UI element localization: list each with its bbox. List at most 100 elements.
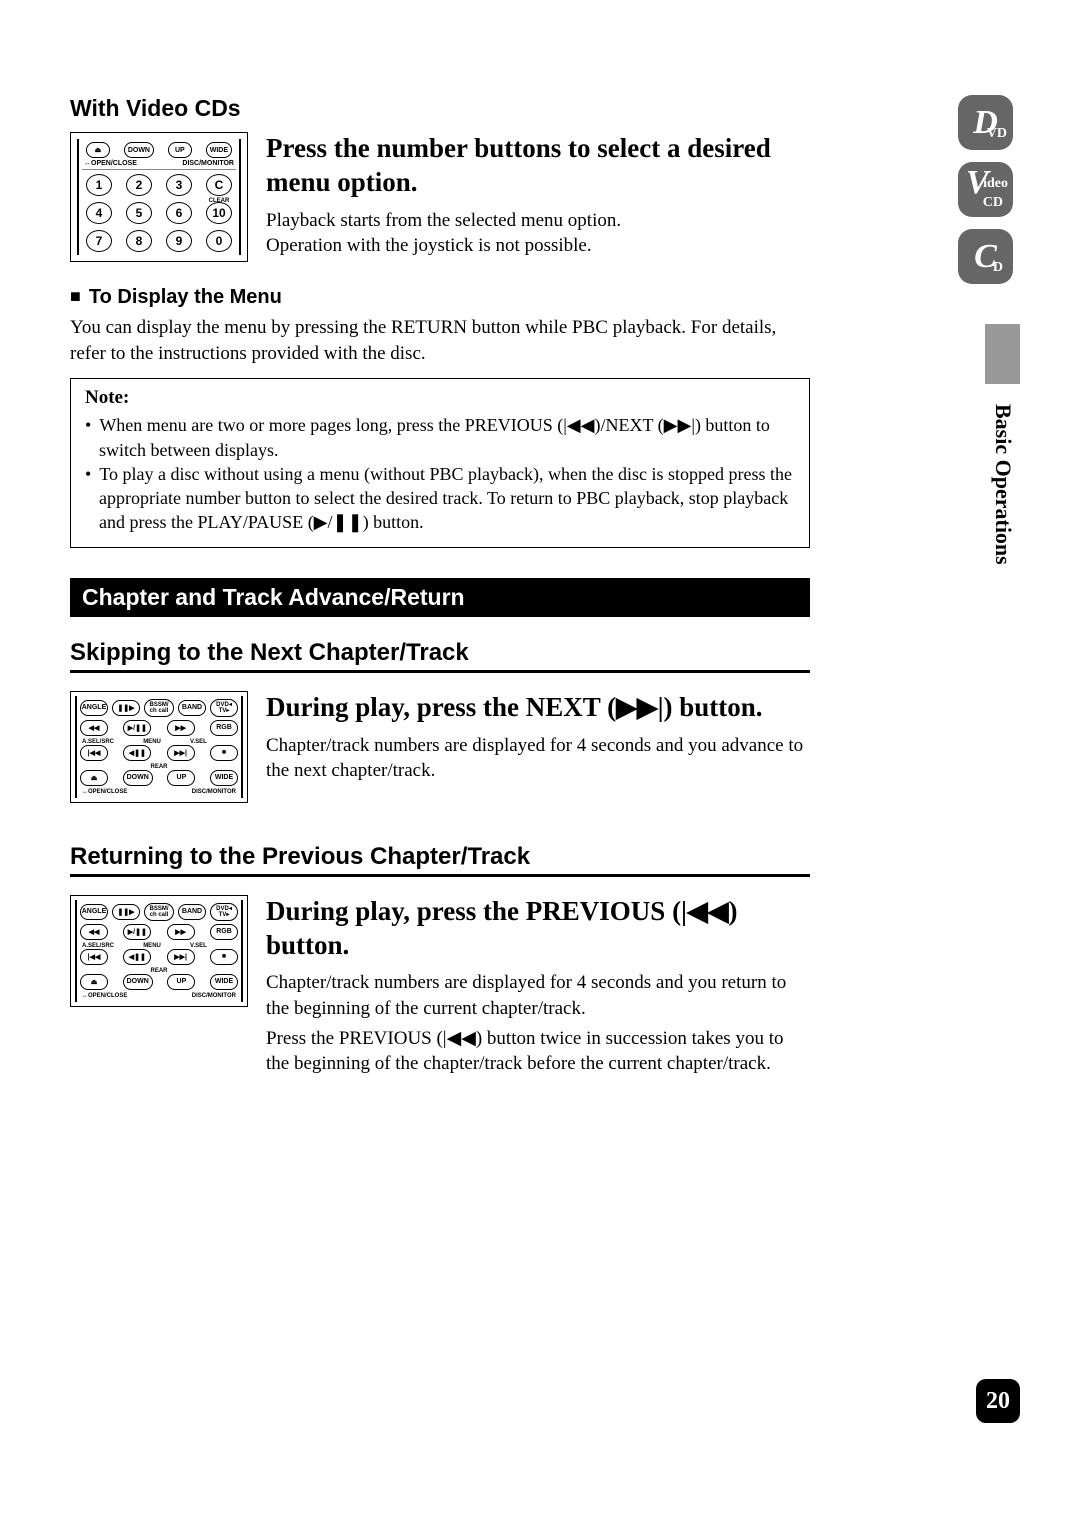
vertical-section-label: Basic Operations [990,404,1016,565]
body-text: Operation with the joystick is not possi… [266,233,810,259]
rgb-btn: RGB [210,924,238,940]
down-btn: DOWN [123,770,153,786]
label: MENU [143,943,161,949]
remote-inner: ANGLE ❚❚▶ BSSM/ ch call BAND DVD◂ TV▸ ◀◀… [75,696,243,798]
band-btn: BAND [178,700,206,716]
sub-body: You can display the menu by pressing the… [70,315,810,366]
remote-row2: ◀◀ ▶/❚❚ ▶▶ RGB [80,924,238,940]
gray-tab [985,324,1020,384]
sidebar: D VD V ideo CD C D Basic Operations [958,95,1020,565]
label: A.SEL/SRC [82,943,114,949]
label: V.SEL [190,943,207,949]
remote-top-buttons: ⏏ DOWN UP WIDE [82,142,236,158]
next-btn: ▶▶| [167,745,195,761]
body-text: Chapter/track numbers are displayed for … [266,733,810,784]
remote-inner: ANGLE ❚❚▶ BSSM/ ch call BAND DVD◂ TV▸ ◀◀… [75,900,243,1002]
play-pause-btn: ▶/❚❚ [123,720,151,736]
wide-btn: WIDE [210,770,238,786]
remote-row4: ⏏ DOWN UP WIDE [80,974,238,990]
note-title: Note: [85,387,795,409]
section-skip-next: Skipping to the Next Chapter/Track ANGLE… [70,639,810,803]
icon-sub2: CD [983,195,1003,211]
body-text: Playback starts from the selected menu o… [266,208,810,234]
main-heading: Press the number buttons to select a des… [266,132,810,200]
ff-btn: ▶▶ [167,720,195,736]
label: ↔OPEN/CLOSE [82,993,127,999]
num-btn-0: 0 [206,230,232,252]
note-item: When menu are two or more pages long, pr… [99,413,795,462]
pause-play-btn: ❚❚▶ [112,700,140,716]
prev-btn: |◀◀ [80,949,108,965]
num-btn-10: 10 [206,202,232,224]
remote-row1: ANGLE ❚❚▶ BSSM/ ch call BAND DVD◂ TV▸ [80,699,238,717]
cd-icon: C D [958,229,1013,284]
video-cd-icon: V ideo CD [958,162,1013,217]
label: DISC/MONITOR [192,993,236,999]
dvd-tv-btn: DVD◂ TV▸ [210,903,238,921]
rgb-btn: RGB [210,720,238,736]
label: DISC/MONITOR [192,789,236,795]
page-number: 20 [976,1379,1020,1423]
step-back-btn: ◀❚❚ [123,745,151,761]
num-btn-3: 3 [166,174,192,196]
numpad-grid: 1 2 3 C CLEAR 4 5 6 10 7 8 9 [82,174,236,252]
band-btn: BAND [178,904,206,920]
num-btn-c: C [206,174,232,196]
prev-btn: |◀◀ [80,745,108,761]
remote-btn: WIDE [206,142,232,158]
row4-labels: ↔OPEN/CLOSE DISC/MONITOR [80,789,238,795]
wide-btn: WIDE [210,974,238,990]
label: ↔OPEN/CLOSE [82,789,127,795]
remote-row2: ◀◀ ▶/❚❚ ▶▶ RGB [80,720,238,736]
section-video-cds: With Video CDs ⏏ DOWN UP WIDE ↔OPEN/CLOS… [70,95,810,548]
num-btn-6: 6 [166,202,192,224]
ff-btn: ▶▶ [167,924,195,940]
remote-row3: |◀◀ ◀❚❚ ▶▶| ■ [80,949,238,965]
num-btn-1: 1 [86,174,112,196]
body-text: Press the PREVIOUS (|◀◀) button twice in… [266,1026,810,1077]
num-btn-9: 9 [166,230,192,252]
num-btn-7: 7 [86,230,112,252]
note-list: When menu are two or more pages long, pr… [85,413,795,534]
remote-controls: ANGLE ❚❚▶ BSSM/ ch call BAND DVD◂ TV▸ ◀◀… [70,691,248,803]
eject-btn: ⏏ [80,974,108,990]
angle-btn: ANGLE [80,904,108,920]
section-heading: Skipping to the Next Chapter/Track [70,639,810,673]
section3-row: ANGLE ❚❚▶ BSSM/ ch call BAND DVD◂ TV▸ ◀◀… [70,895,810,1077]
main-content: With Video CDs ⏏ DOWN UP WIDE ↔OPEN/CLOS… [70,95,810,1077]
note-item: To play a disc without using a menu (wit… [99,462,795,535]
pause-play-btn: ❚❚▶ [112,904,140,920]
step-back-btn: ◀❚❚ [123,949,151,965]
angle-btn: ANGLE [80,700,108,716]
section2-row: ANGLE ❚❚▶ BSSM/ ch call BAND DVD◂ TV▸ ◀◀… [70,691,810,803]
icon-sub: VD [987,126,1007,142]
num-btn-8: 8 [126,230,152,252]
label-open-close: ↔OPEN/CLOSE [84,160,137,167]
stop-btn: ■ [210,949,238,965]
chapter-bar: Chapter and Track Advance/Return [70,578,810,617]
label-disc-monitor: DISC/MONITOR [182,160,234,167]
remote-numpad: ⏏ DOWN UP WIDE ↔OPEN/CLOSE DISC/MONITOR … [70,132,248,262]
remote-row3: |◀◀ ◀❚❚ ▶▶| ■ [80,745,238,761]
remote-controls: ANGLE ❚❚▶ BSSM/ ch call BAND DVD◂ TV▸ ◀◀… [70,895,248,1007]
up-btn: UP [167,974,195,990]
section2-text: During play, press the NEXT (▶▶|) button… [266,691,810,784]
note-box: Note: When menu are two or more pages lo… [70,378,810,547]
remote-btn: UP [168,142,192,158]
section-heading: Returning to the Previous Chapter/Track [70,843,810,877]
dvd-tv-btn: DVD◂ TV▸ [210,699,238,717]
remote-btn: ⏏ [86,142,110,158]
eject-btn: ⏏ [80,770,108,786]
body-text: Chapter/track numbers are displayed for … [266,970,810,1021]
remote-inner: ⏏ DOWN UP WIDE ↔OPEN/CLOSE DISC/MONITOR … [77,139,241,255]
dvd-icon: D VD [958,95,1013,150]
section1-text: Press the number buttons to select a des… [266,132,810,259]
sub-heading: To Display the Menu [70,286,810,309]
remote-btn: DOWN [124,142,154,158]
down-btn: DOWN [123,974,153,990]
remote-label-row: ↔OPEN/CLOSE DISC/MONITOR [82,160,236,170]
section3-text: During play, press the PREVIOUS (|◀◀) bu… [266,895,810,1077]
next-btn: ▶▶| [167,949,195,965]
label: MENU [143,739,161,745]
num-btn-4: 4 [86,202,112,224]
